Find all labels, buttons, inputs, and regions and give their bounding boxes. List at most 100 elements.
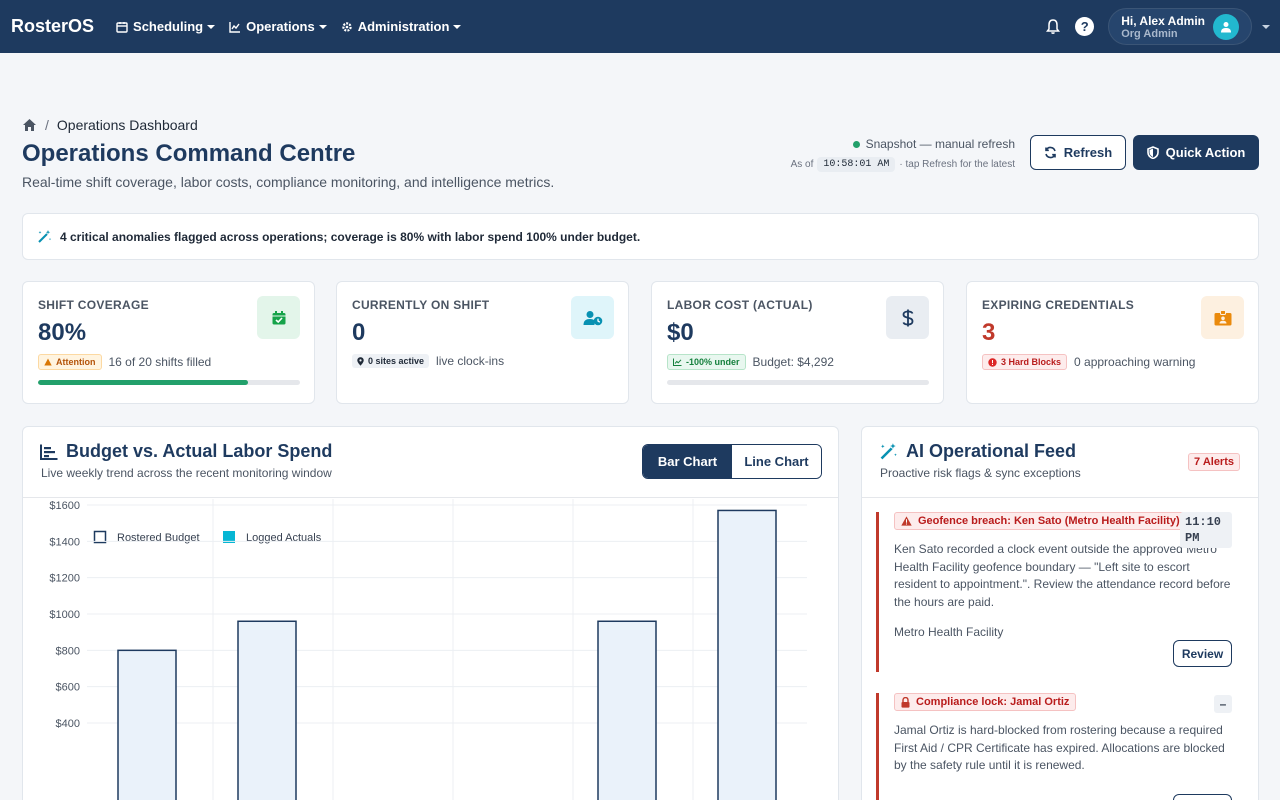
snapshot-status: Snapshot — manual refresh [852,137,1015,151]
refresh-button[interactable]: Refresh [1030,135,1126,170]
panel-subtitle: Proactive risk flags & sync exceptions [880,466,1081,480]
kpi-meta-text: 0 approaching warning [1074,355,1196,369]
kpi-meta-text: 16 of 20 shifts filled [108,355,212,369]
kpi-meta-text: Budget: $4,292 [752,355,834,369]
kpi-meta: 0 sites active live clock-ins [352,354,613,368]
panel-header: AI Operational Feed Proactive risk flags… [862,427,1258,498]
chart-line-icon [229,21,241,33]
feed-item: Compliance lock: Jamal Ortiz – Jamal Ort… [876,693,1244,800]
nav-menu-administration[interactable]: Administration [341,19,462,34]
calendar-icon [116,21,128,33]
kpi-label: EXPIRING CREDENTIALS [982,298,1135,312]
quick-action-button[interactable]: Quick Action [1133,135,1259,170]
y-tick-label: $800 [56,645,80,657]
status-badge-label: Attention [56,357,96,367]
feed-item-tag-label: Compliance lock: Jamal Ortiz [916,696,1070,708]
home-icon[interactable] [22,118,37,132]
feed-item: Geofence breach: Ken Sato (Metro Health … [876,512,1244,672]
as-of-timestamp: As of 10:58:01 AM · tap Refresh for the … [791,157,1015,172]
coverage-progress-fill [38,380,248,385]
anomaly-banner: 4 critical anomalies flagged across oper… [22,213,1259,260]
chevron-down-icon [207,24,216,29]
feed-item-tag: Compliance lock: Jamal Ortiz [894,693,1077,711]
page-title: Operations Command Centre [22,140,356,167]
lock-icon [901,696,910,708]
calendar-check-icon [257,296,300,339]
chevron-down-icon [453,24,462,29]
legend-swatch-actuals [223,531,235,543]
ai-operational-feed: AI Operational Feed Proactive risk flags… [861,426,1259,800]
kpi-label: SHIFT COVERAGE [38,298,149,312]
chevron-down-icon[interactable] [1262,24,1270,29]
breadcrumb-separator: / [45,117,49,133]
chart-line-icon [673,358,682,366]
y-tick-label: $400 [56,718,80,730]
user-clock-icon [571,296,614,339]
bar-chart-toggle[interactable]: Bar Chart [643,445,732,478]
nav-menu-scheduling-label: Scheduling [133,19,204,34]
id-badge-icon [1201,296,1244,339]
kpi-label: LABOR COST (ACTUAL) [667,298,813,312]
bell-icon[interactable] [1045,18,1061,35]
kpi-label: CURRENTLY ON SHIFT [352,298,490,312]
brand-logo[interactable]: RosterOS [11,16,95,36]
as-of-suffix: · tap Refresh for the latest [899,159,1015,170]
status-badge-label: 0 sites active [368,356,425,366]
feed-item-time: – [1214,695,1232,713]
status-dot-icon [852,140,860,148]
feed-item-body: Jamal Ortiz is hard-blocked from rosteri… [894,723,1225,772]
kpi-expiring-credentials[interactable]: EXPIRING CREDENTIALS 3 3 Hard Blocks 0 a… [966,281,1259,404]
alert-circle-icon [988,357,997,367]
kpi-meta-text: live clock-ins [436,354,505,368]
status-badge: 3 Hard Blocks [982,354,1068,370]
bar-chart-icon [40,444,58,460]
snapshot-label: Snapshot — manual refresh [865,137,1015,151]
legend-label-actuals: Logged Actuals [246,532,322,544]
help-label: ? [1075,17,1095,36]
panel-title-label: Budget vs. Actual Labor Spend [66,441,333,461]
coverage-progress-bar [38,380,300,385]
nav-menu-operations-label: Operations [246,19,315,34]
breadcrumb-current: Operations Dashboard [56,117,198,133]
review-button[interactable] [1173,794,1232,800]
nav-menu-operations[interactable]: Operations [229,19,327,34]
refresh-button-label: Refresh [1063,145,1113,160]
panel-header: Budget vs. Actual Labor Spend Live weekl… [23,427,838,498]
kpi-shift-coverage[interactable]: SHIFT COVERAGE 80% Attention 16 of 20 sh… [22,281,315,404]
quick-action-button-label: Quick Action [1165,145,1246,160]
dollar-icon [886,296,929,339]
kpi-value: 0 [352,319,366,346]
user-text: Hi, Alex Admin Org Admin [1121,14,1205,40]
alert-count-badge: 7 Alerts [1188,453,1240,471]
kpi-currently-on-shift[interactable]: CURRENTLY ON SHIFT 0 0 sites active live… [336,281,629,404]
chevron-down-icon [318,24,327,29]
gear-icon [342,21,352,32]
y-tick-label: $1400 [49,536,80,548]
y-tick-label: $600 [56,682,80,694]
y-tick-label: $1200 [49,573,80,585]
help-icon[interactable]: ? [1075,17,1095,36]
review-button[interactable]: Review [1173,640,1232,667]
labor-progress-bar [667,380,929,385]
shield-icon [1146,146,1159,159]
budget-bar [117,649,177,800]
kpi-value: 3 [982,319,996,346]
y-tick-label: $1000 [49,609,80,621]
navbar-right: ? Hi, Alex Admin Org Admin [1045,8,1270,45]
status-badge: 0 sites active [352,354,430,368]
map-pin-icon [357,356,364,366]
nav-menu-scheduling[interactable]: Scheduling [116,19,216,34]
status-badge-label: 3 Hard Blocks [1001,357,1062,367]
chart-type-toggle: Bar Chart Line Chart [642,444,822,479]
kpi-meta: -100% under Budget: $4,292 [667,354,928,370]
panel-title: Budget vs. Actual Labor Spend [40,441,332,462]
line-chart-toggle[interactable]: Line Chart [732,445,821,478]
anomaly-banner-text: 4 critical anomalies flagged across oper… [60,229,641,244]
kpi-labor-cost[interactable]: LABOR COST (ACTUAL) $0 -100% under Budge… [651,281,944,404]
panel-title-label: AI Operational Feed [906,441,1077,461]
user-menu[interactable]: Hi, Alex Admin Org Admin [1108,8,1252,45]
feed-item-body: Ken Sato recorded a clock event outside … [894,542,1231,609]
user-role: Org Admin [1121,27,1178,40]
budget-bar [717,509,777,800]
budget-bar-chart: Rostered Budget Logged Actuals $1600 $1400 $… [49,499,807,800]
